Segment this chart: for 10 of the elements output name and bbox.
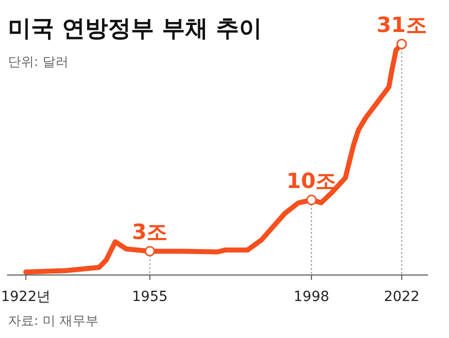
x-tick-label: 1955 xyxy=(132,289,168,305)
x-tick-label: 1922년 xyxy=(0,289,51,305)
text: 자료: 미 재무부 xyxy=(8,314,99,329)
annotation: 10조 xyxy=(286,168,337,193)
annotation: 3조 xyxy=(132,220,168,244)
x-tick-label: 1998 xyxy=(294,289,330,305)
chart-title: 미국 연방정부 부채 추이 xyxy=(8,16,262,42)
annotation: 31조 xyxy=(376,13,427,37)
x-tick-label: 2022 xyxy=(384,289,420,305)
text: 단위: 달러 xyxy=(8,55,69,70)
